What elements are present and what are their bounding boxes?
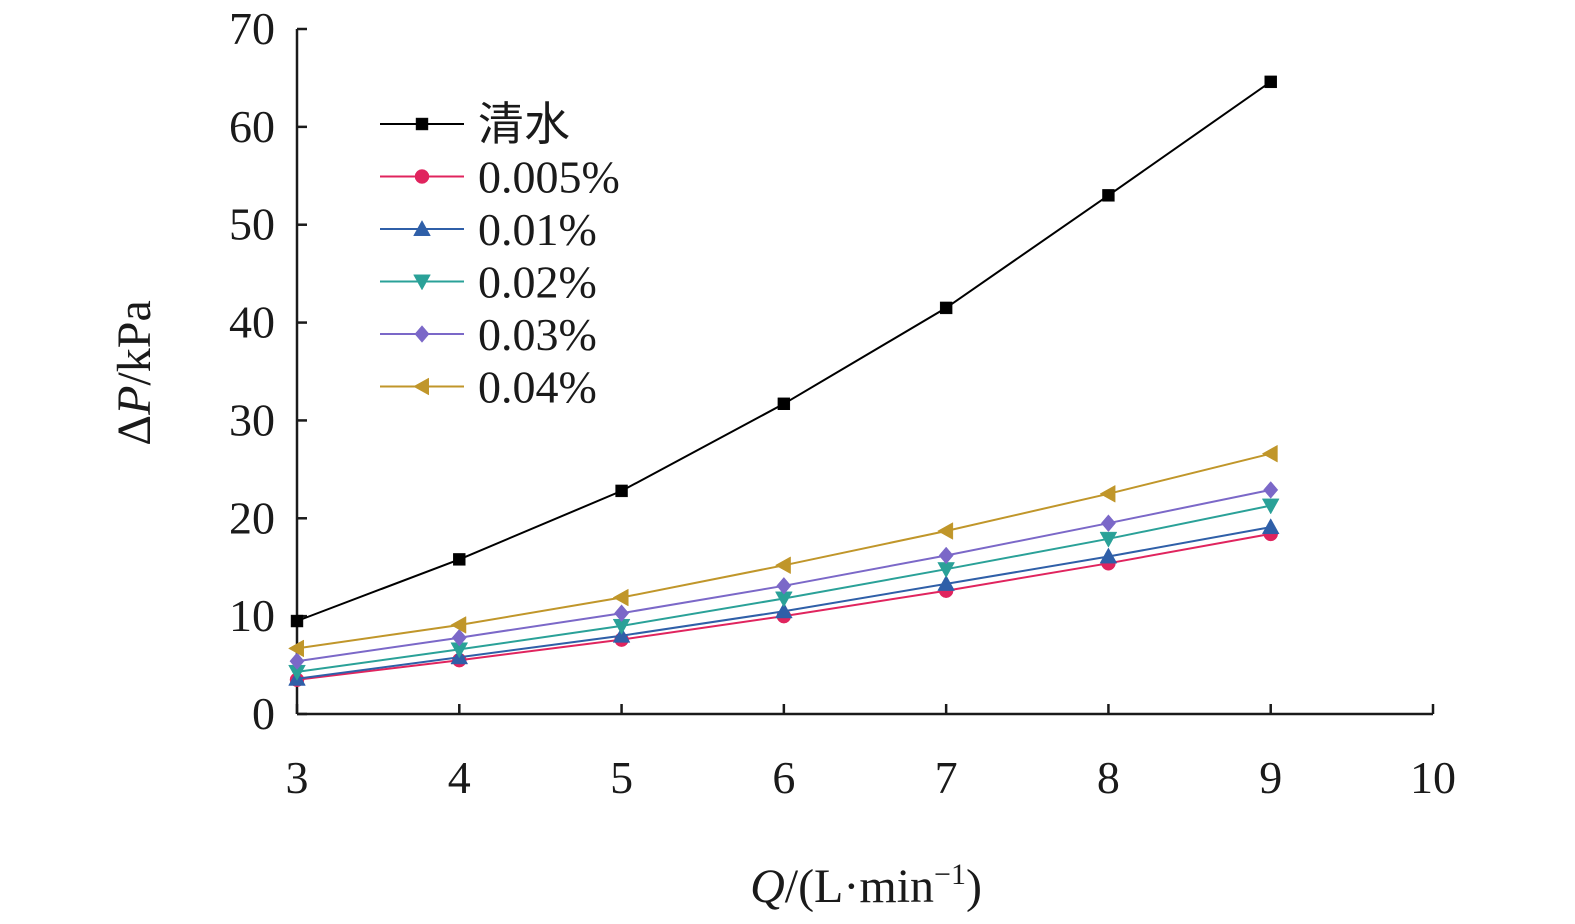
series-5 [288,444,1278,658]
series-0 [290,75,1277,628]
y-tick-label: 60 [229,101,275,152]
data-point [615,484,628,498]
data-point [774,556,791,575]
data-point [937,522,954,540]
data-point [450,616,467,634]
legend-label: 0.005% [478,152,620,203]
x-tick-label: 10 [1410,752,1456,803]
data-point [288,639,304,658]
data-point [1099,547,1118,564]
legend-marker [414,169,430,184]
x-tick-label: 3 [286,752,309,803]
legend-label: 0.02% [478,257,597,308]
series-line [296,80,1272,622]
x-axis-ticks: 3 4 5 6 7 8 9 10 [286,704,1456,803]
x-tick-label: 7 [935,752,958,803]
series-4 [289,481,1279,670]
data-point [1100,514,1116,532]
y-tick-label: 40 [229,297,275,348]
legend-item: 0.03% [380,309,597,360]
y-tick-label: 70 [229,3,275,54]
legend-item: 0.01% [380,204,597,255]
data-point [1261,498,1280,515]
y-tick-label: 50 [229,199,275,250]
data-point [937,574,955,591]
x-axis-title-variable: Q [750,860,785,913]
x-axis-title-unit: /(L·min [785,860,934,913]
legend-label: 清水 [478,99,570,150]
legend-label: 0.01% [478,204,597,255]
series-line [296,488,1271,663]
data-point [451,628,467,647]
legend-marker [413,377,429,396]
y-axis-title-delta: Δ [108,415,161,446]
x-tick-label: 9 [1259,752,1282,803]
data-point [939,301,953,315]
x-axis-title-exponent: −1 [934,858,966,891]
x-axis-title: Q/(L·min−1) [750,858,982,913]
data-point [1263,481,1279,499]
y-axis-title-variable: P [108,386,161,416]
legend-marker [414,325,430,343]
x-axis-title-close: ) [966,860,982,913]
x-tick-label: 4 [448,752,471,803]
data-point [614,604,630,622]
data-point [1261,518,1280,535]
legend-marker [413,220,431,236]
legend-item: 0.04% [380,362,597,413]
data-point [612,626,631,643]
data-point [289,652,305,670]
legend-label: 0.03% [478,309,597,360]
legend-item: 0.005% [380,152,620,203]
data-point [612,588,629,607]
y-tick-label: 20 [229,492,275,543]
legend: 清水0.005%0.01%0.02%0.03%0.04% [380,99,620,413]
legend-marker [415,117,429,131]
legend-label: 0.04% [478,362,597,413]
data-point [776,577,792,595]
y-axis-title-unit: /kPa [108,300,161,385]
axes [295,29,1433,716]
data-point [290,614,304,628]
data-point [938,546,954,565]
legend-marker [413,274,431,291]
data-point [1099,531,1118,548]
x-tick-label: 8 [1097,752,1120,803]
data-point [777,397,791,410]
series-3 [288,498,1280,681]
data-point [775,602,793,619]
data-point [1102,189,1115,202]
y-tick-label: 10 [229,590,275,641]
x-tick-label: 5 [610,752,633,803]
y-axis-title: ΔP/kPa [108,300,161,446]
y-tick-label: 30 [229,394,275,445]
data-point [453,553,466,566]
legend-item: 清水 [380,99,570,150]
x-tick-label: 6 [772,752,795,803]
data-point [1264,75,1277,89]
series-lines [288,75,1280,687]
y-tick-label: 0 [252,688,275,739]
y-axis-ticks: 0 10 20 30 40 50 60 70 [229,3,307,739]
data-point [1261,444,1278,463]
legend-item: 0.02% [380,257,597,308]
data-point [1099,484,1116,503]
